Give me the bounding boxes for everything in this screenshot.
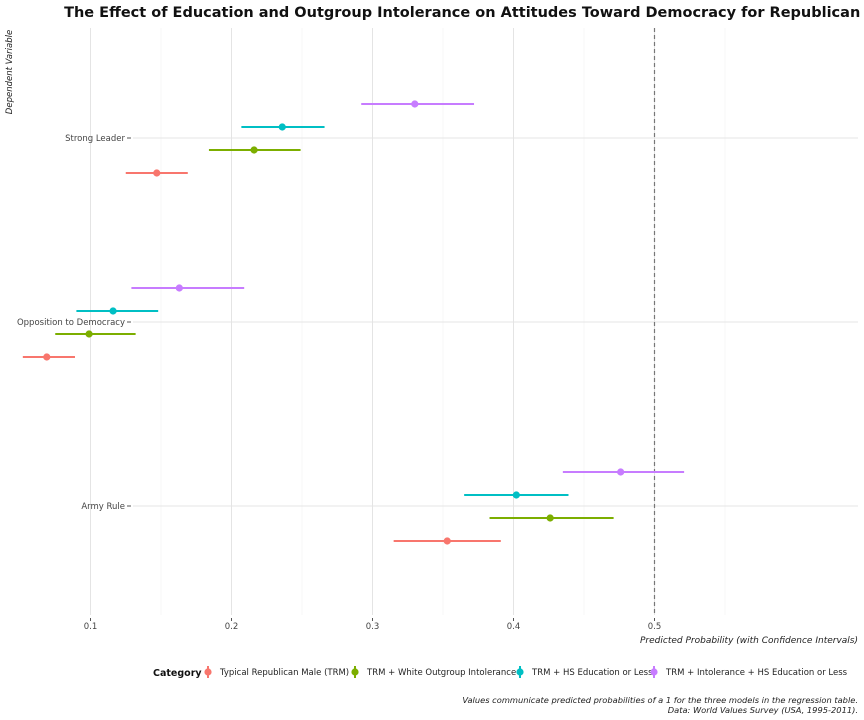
data-point [175, 284, 183, 292]
data-point [443, 537, 451, 545]
data-point [85, 330, 93, 338]
y-axis-ticks: Strong Leader Opposition to Democracy Army… [17, 134, 131, 512]
points [43, 100, 625, 545]
data-point [512, 491, 520, 499]
legend-title: Category [153, 668, 202, 679]
caption-line-2: Data: World Values Survey (USA, 1995-201… [668, 705, 858, 715]
legend-item: Typical Republican Male (TRM) [204, 666, 349, 678]
data-point [411, 100, 419, 108]
legend: Category Typical Republican Male (TRM) TR… [153, 666, 848, 679]
x-axis-ticks: 0.1 0.2 0.3 0.4 0.5 [84, 618, 662, 632]
legend-key-point [351, 668, 359, 676]
legend-item: TRM + White Outgroup Intolerance [351, 666, 516, 678]
y-tick-label: Army Rule [81, 502, 125, 512]
y-tick-label: Opposition to Democracy [17, 318, 125, 328]
x-tick-label: 0.2 [225, 622, 239, 632]
data-point [109, 307, 117, 315]
x-tick-label: 0.1 [84, 622, 98, 632]
legend-key-point [650, 668, 658, 676]
data-point [278, 123, 286, 131]
legend-key-point [204, 668, 212, 676]
y-tick-label: Strong Leader [65, 134, 125, 144]
data-point [250, 146, 258, 154]
x-tick-label: 0.4 [507, 622, 521, 632]
data-point [546, 514, 554, 522]
legend-label: TRM + White Outgroup Intolerance [366, 668, 516, 678]
chart-title: The Effect of Education and Outgroup Int… [64, 5, 864, 21]
data-point [153, 169, 161, 177]
legend-label: TRM + Intolerance + HS Education or Less [665, 668, 848, 678]
legend-item: TRM + HS Education or Less [516, 666, 653, 678]
y-axis-label: Dependent Variable [5, 30, 15, 114]
legend-label: TRM + HS Education or Less [531, 668, 653, 678]
caption-line-1: Values communicate predicted probabiliti… [462, 695, 858, 705]
data-point [43, 353, 51, 361]
legend-label: Typical Republican Male (TRM) [219, 668, 349, 678]
grid-lines [90, 28, 858, 615]
data-point [617, 468, 625, 476]
x-axis-label: Predicted Probability (with Confidence I… [640, 636, 858, 646]
legend-key-point [516, 668, 524, 676]
x-tick-label: 0.5 [648, 622, 662, 632]
x-tick-label: 0.3 [366, 622, 380, 632]
legend-item: TRM + Intolerance + HS Education or Less [650, 666, 848, 678]
